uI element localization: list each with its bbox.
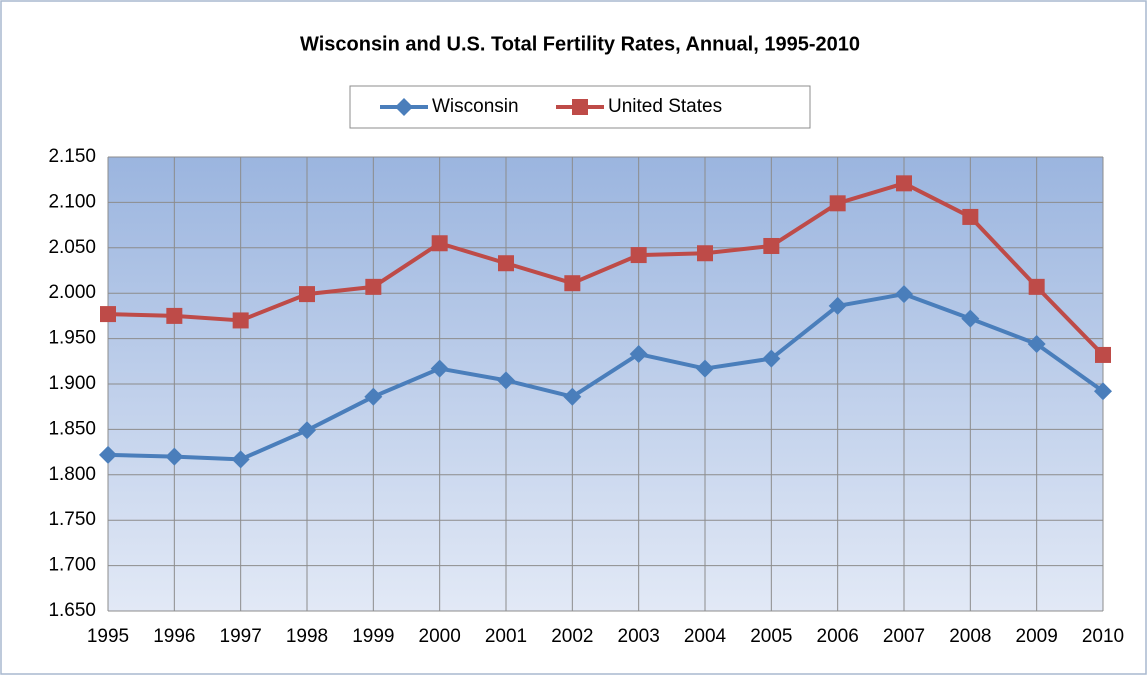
y-tick-label: 1.650 (48, 600, 96, 621)
data-point (497, 371, 515, 390)
data-point (896, 175, 912, 192)
y-tick-label: 1.950 (48, 328, 96, 349)
series-line (107, 181, 1105, 357)
data-point (1027, 335, 1046, 354)
y-tick-label: 1.700 (48, 555, 96, 576)
data-point (630, 247, 647, 264)
y-tick-label: 2.050 (48, 237, 96, 258)
data-point (1028, 278, 1045, 295)
x-tick-label: 2002 (551, 626, 593, 647)
data-point (1095, 346, 1111, 363)
x-tick-label: 2009 (1016, 626, 1058, 647)
x-tick-label: 2008 (949, 626, 991, 647)
chart-title: Wisconsin and U.S. Total Fertility Rates… (300, 33, 860, 55)
y-tick-label: 1.800 (48, 464, 96, 485)
data-point (895, 285, 913, 304)
data-point (762, 349, 781, 368)
data-point (100, 306, 116, 323)
x-tick-label: 2010 (1082, 626, 1124, 647)
data-point (1094, 382, 1112, 401)
x-tick-label: 1995 (87, 626, 129, 647)
data-point (431, 235, 448, 252)
y-tick-label: 1.850 (48, 418, 96, 439)
data-point (829, 195, 846, 212)
x-tick-label: 1998 (286, 626, 328, 647)
data-point (498, 255, 514, 272)
data-point (430, 359, 449, 378)
y-tick-label: 2.000 (48, 282, 96, 303)
x-tick-label: 2006 (817, 626, 859, 647)
x-tick-label: 2004 (684, 626, 727, 647)
y-tick-label: 2.100 (48, 191, 96, 212)
legend-label: United States (608, 96, 722, 117)
x-tick-label: 2001 (485, 626, 527, 647)
y-tick-label: 1.750 (48, 509, 96, 530)
series-line (107, 292, 1105, 462)
y-tick-label: 2.150 (48, 146, 96, 167)
data-point (962, 208, 979, 225)
data-point (298, 421, 316, 440)
data-point (763, 237, 780, 254)
data-point (697, 245, 713, 262)
data-point (563, 387, 582, 406)
x-tick-label: 1996 (153, 626, 195, 647)
data-point (564, 275, 581, 292)
data-point (99, 445, 117, 464)
y-tick-label: 1.900 (48, 373, 96, 394)
data-point (364, 387, 383, 406)
legend-marker (572, 99, 588, 115)
data-point (232, 312, 249, 329)
data-point (629, 345, 648, 364)
data-point (828, 296, 847, 315)
data-point (166, 307, 183, 324)
data-point (961, 309, 980, 328)
x-tick-label: 2007 (883, 626, 925, 647)
x-tick-label: 1997 (220, 626, 262, 647)
x-tick-label: 2005 (750, 626, 792, 647)
x-tick-label: 1999 (352, 626, 394, 647)
x-tick-label: 2000 (419, 626, 461, 647)
data-point (299, 286, 315, 303)
data-point (231, 450, 250, 469)
data-point (365, 278, 382, 295)
data-point (696, 359, 714, 378)
legend-marker (395, 98, 413, 116)
legend-label: Wisconsin (432, 96, 519, 117)
data-point (165, 447, 184, 466)
x-tick-label: 2003 (618, 626, 660, 647)
